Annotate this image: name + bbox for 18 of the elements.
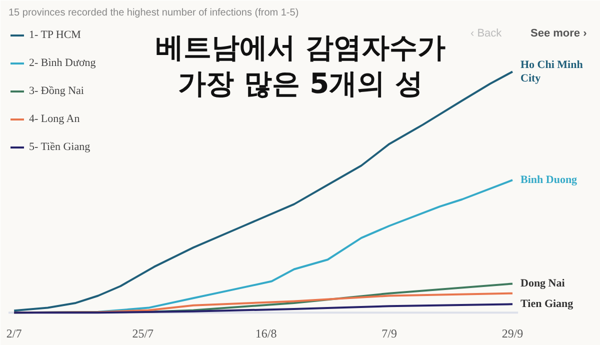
x-tick-label: 16/8 bbox=[255, 326, 277, 340]
annotation: Dong Nai bbox=[520, 278, 565, 290]
x-tick-label: 7/9 bbox=[382, 326, 397, 340]
chart-title: 15 provinces recorded the highest number of infections (from 1-5) bbox=[8, 8, 299, 18]
legend-label: 5- Tiền Giang bbox=[29, 140, 90, 154]
annotation: 베트남에서 감염자수가 가장 많은 5개의 성 bbox=[156, 30, 446, 100]
annotation: Binh Duong bbox=[520, 174, 578, 186]
x-tick-label: 2/7 bbox=[6, 326, 22, 340]
text: ‹ Back bbox=[470, 28, 502, 40]
annotation: Tien Giang bbox=[520, 298, 574, 310]
x-tick-label: 29/9 bbox=[502, 326, 524, 340]
legend-label: 2- Bình Dương bbox=[29, 56, 96, 70]
x-tick-label: 25/7 bbox=[132, 326, 154, 340]
legend-label: 1- TP HCM bbox=[29, 28, 81, 42]
legend-label: 4- Long An bbox=[29, 112, 80, 126]
text: See more › bbox=[530, 28, 588, 40]
annotation: Ho Chi Minh City bbox=[520, 59, 583, 84]
legend-label: 3- Đồng Nai bbox=[29, 84, 84, 98]
